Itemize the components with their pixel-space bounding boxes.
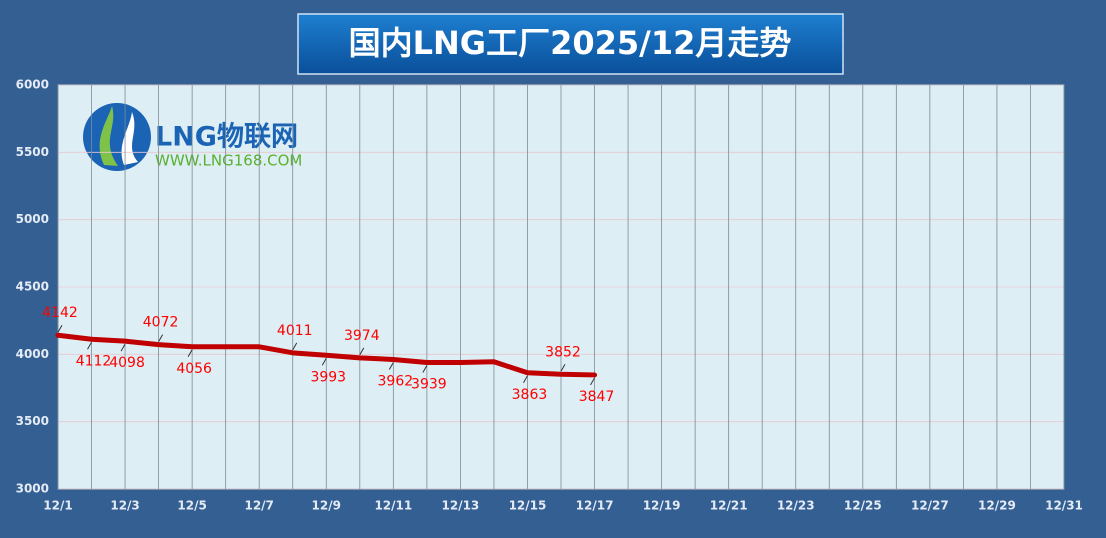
y-tick-label: 4000: [16, 347, 49, 361]
x-tick-label: 12/1: [43, 499, 72, 513]
x-tick-label: 12/31: [1045, 499, 1083, 513]
y-tick-label: 5000: [16, 212, 49, 226]
leader-line: [158, 334, 164, 342]
data-label: 4056: [176, 361, 212, 377]
y-tick-label: 4500: [16, 280, 49, 294]
x-tick-label: 12/19: [643, 499, 681, 513]
data-label: 3863: [512, 387, 548, 403]
y-tick-label: 5500: [16, 145, 49, 159]
title-box: [297, 13, 844, 75]
leader-line: [560, 364, 566, 372]
logo-circle: [83, 103, 151, 171]
x-tick-label: 12/7: [244, 499, 273, 513]
leader-line: [321, 358, 327, 366]
y-tick-label: 3500: [16, 414, 49, 428]
data-label: 3993: [310, 369, 346, 385]
logo: LNG物联网 WWW.LNG168.COM: [83, 103, 302, 171]
x-tick-label: 12/29: [978, 499, 1016, 513]
logo-leaf: [121, 112, 138, 165]
x-tick-label: 12/25: [844, 499, 882, 513]
leader-line: [187, 349, 193, 358]
leader-line: [523, 375, 528, 384]
data-label: 4072: [143, 315, 179, 331]
data-label: 3847: [579, 389, 615, 405]
leader-line: [359, 347, 365, 356]
data-label: 4098: [109, 355, 145, 371]
x-tick-label: 12/3: [110, 499, 139, 513]
data-label: 4112: [76, 353, 112, 369]
data-label: 3962: [378, 373, 414, 389]
data-label: 3974: [344, 328, 380, 344]
data-label: 3852: [545, 344, 581, 360]
leader-line: [292, 342, 298, 351]
y-tick-label: 3000: [16, 482, 49, 496]
x-tick-label: 12/13: [442, 499, 480, 513]
x-tick-label: 12/5: [177, 499, 206, 513]
logo-name: LNG物联网: [155, 122, 298, 153]
leader-line: [590, 377, 595, 386]
x-tick-label: 12/17: [576, 499, 614, 513]
leader-line: [388, 362, 394, 370]
series-line: [55, 332, 598, 378]
leader-line: [57, 324, 63, 333]
logo-leaf: [99, 106, 118, 166]
data-label: 3939: [411, 377, 447, 393]
data-label: 4142: [42, 305, 78, 321]
chart-title: 国内LNG工厂2025/12月走势: [349, 24, 792, 62]
x-tick-label: 12/23: [777, 499, 815, 513]
x-tick-label: 12/15: [509, 499, 547, 513]
leader-line: [422, 365, 428, 373]
x-tick-label: 12/11: [374, 499, 412, 513]
y-tick-label: 6000: [16, 78, 49, 92]
leader-line: [120, 343, 126, 352]
leader-line: [87, 342, 92, 350]
x-tick-label: 12/9: [312, 499, 341, 513]
x-tick-label: 12/27: [911, 499, 949, 513]
data-label: 4011: [277, 323, 313, 339]
x-tick-label: 12/21: [710, 499, 748, 513]
logo-url: WWW.LNG168.COM: [155, 152, 302, 170]
